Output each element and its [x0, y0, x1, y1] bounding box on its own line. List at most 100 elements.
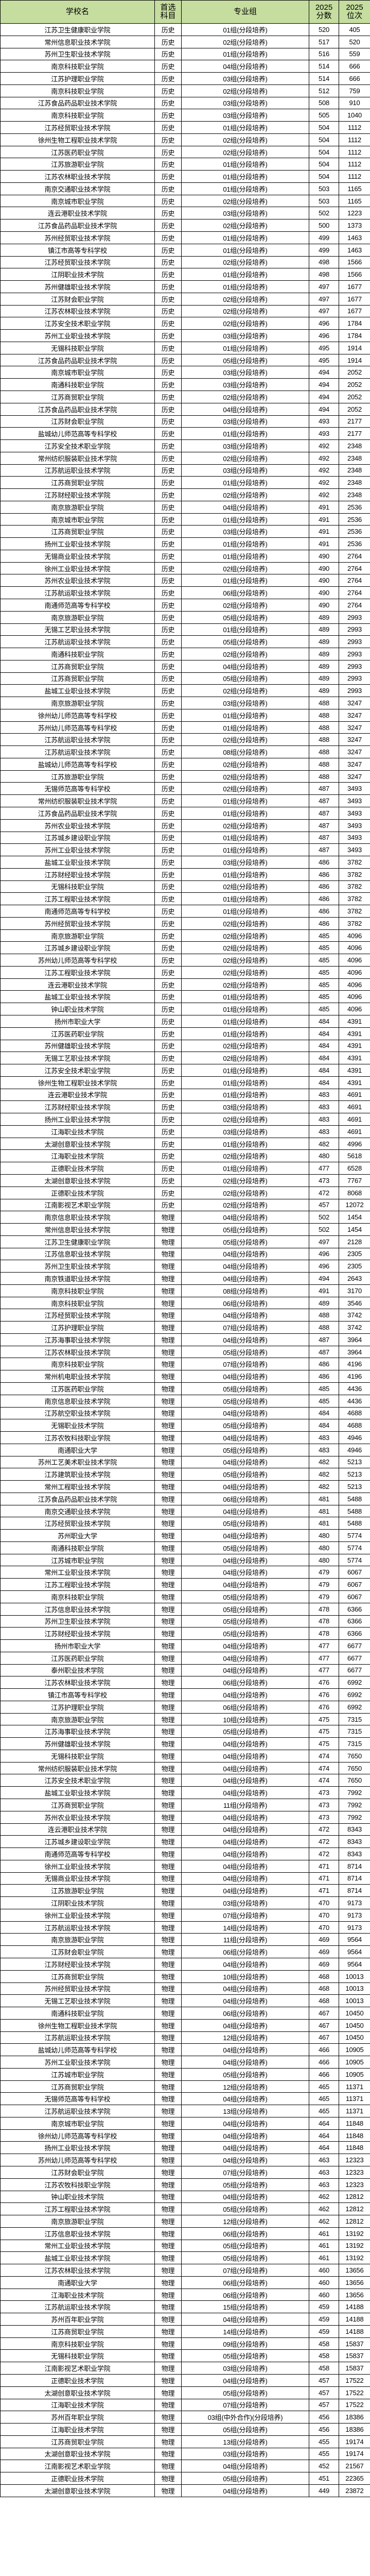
- score-2025: 468: [309, 1970, 339, 1983]
- major-group: 07组(分段培养): [181, 2165, 309, 2179]
- major-group: 01组(分段培养): [181, 794, 309, 807]
- subject-name: 历史: [154, 757, 182, 771]
- school-name: 江苏安全技术职业学院: [0, 1774, 155, 1787]
- rank-2025: 2052: [339, 366, 370, 379]
- major-group: 02组(分段培养): [181, 684, 309, 698]
- table-row: 江苏商贸职业学院 历史 05组(分段培养) 489 2993: [0, 672, 370, 685]
- score-2025: 483: [309, 1431, 339, 1444]
- rank-2025: 7315: [339, 1725, 370, 1738]
- table-row: 江苏安全技术职业学院 历史 03组(分段培养) 492 2348: [0, 439, 370, 452]
- school-name: 镇江市高等专科学校: [0, 243, 155, 257]
- school-name: 苏州卫生职业技术学院: [0, 47, 155, 61]
- school-name: 江海职业技术学院: [0, 2288, 155, 2301]
- school-name: 南通科技职业学院: [0, 2007, 155, 2020]
- subject-name: 物理: [154, 1590, 182, 1603]
- school-name: 江苏农林职业技术学院: [0, 304, 155, 318]
- school-name: 徐州生物工程职业技术学院: [0, 2019, 155, 2032]
- table-row: 江苏食品药品职业技术学院 历史 01组(分段培养) 487 3493: [0, 807, 370, 820]
- subject-name: 物理: [154, 1431, 182, 1444]
- school-name: 苏州健雄职业技术学院: [0, 1737, 155, 1750]
- score-2025: 477: [309, 1664, 339, 1677]
- subject-name: 物理: [154, 1211, 182, 1224]
- school-name: 江苏护理职业学院: [0, 72, 155, 85]
- major-group: 05组(分段培养): [181, 353, 309, 367]
- school-name: 正德职业技术学院: [0, 2472, 155, 2485]
- school-name: 江苏旅游职业学院: [0, 1884, 155, 1897]
- major-group: 05组(分段培养): [181, 1590, 309, 1603]
- score-2025: 495: [309, 353, 339, 367]
- table-row: 江苏财会职业学院 物理 07组(分段培养) 463 12323: [0, 2165, 370, 2179]
- subject-name: 历史: [154, 537, 182, 550]
- table-row: 徐州工业职业技术学院 物理 07组(分段培养) 470 9173: [0, 1908, 370, 1922]
- rank-2025: 1677: [339, 280, 370, 293]
- score-2025: 468: [309, 1982, 339, 1995]
- subject-name: 历史: [154, 917, 182, 930]
- major-group: 05组(分段培养): [181, 2386, 309, 2399]
- table-row: 江苏航运职业技术学院 历史 06组(分段培养) 490 2764: [0, 586, 370, 599]
- score-2025: 462: [309, 2190, 339, 2204]
- rank-2025: 7767: [339, 1174, 370, 1187]
- school-name: 徐州工业职业技术学院: [0, 1908, 155, 1922]
- score-2025: 462: [309, 2215, 339, 2228]
- table-row: 徐州工业职业技术学院 物理 04组(分段培养) 471 8714: [0, 1859, 370, 1873]
- school-name: 江苏护理职业学院: [0, 1700, 155, 1714]
- table-row: 江南影视艺术职业学院 物理 04组(分段培养) 452 21567: [0, 2460, 370, 2473]
- subject-name: 历史: [154, 648, 182, 660]
- school-name: 江阴职业技术学院: [0, 268, 155, 281]
- school-name: 苏州工业职业技术学院: [0, 329, 155, 342]
- score-2025: 487: [309, 831, 339, 844]
- rank-2025: 1112: [339, 170, 370, 183]
- school-name: 江苏航运职业技术学院: [0, 2031, 155, 2044]
- score-2025: 478: [309, 1602, 339, 1616]
- major-group: 05组(分段培养): [181, 1394, 309, 1408]
- school-name: 无锡科技职业学院: [0, 2349, 155, 2363]
- table-row: 江苏卫生健康职业学院 历史 01组(分段培养) 520 405: [0, 23, 370, 36]
- score-2025: 486: [309, 905, 339, 918]
- school-name: 江苏工程职业技术学院: [0, 1578, 155, 1591]
- major-group: 02组(分段培养): [181, 929, 309, 942]
- subject-name: 历史: [154, 721, 182, 734]
- table-row: 江苏商贸职业学院 历史 01组(分段培养) 492 2348: [0, 476, 370, 489]
- school-name: 南京科技职业学院: [0, 60, 155, 73]
- subject-name: 物理: [154, 1235, 182, 1248]
- rank-2025: 18386: [339, 2423, 370, 2436]
- score-2025: 458: [309, 2349, 339, 2363]
- subject-name: 历史: [154, 464, 182, 477]
- rank-2025: 4196: [339, 1358, 370, 1371]
- major-group: 10组(分段培养): [181, 1713, 309, 1726]
- rank-2025: 1112: [339, 145, 370, 159]
- table-row: 徐州生物工程职业技术学院 物理 04组(分段培养) 467 10450: [0, 2019, 370, 2032]
- rank-2025: 3247: [339, 697, 370, 709]
- school-name: 江苏医药职业学院: [0, 1382, 155, 1395]
- score-2025: 484: [309, 1027, 339, 1040]
- table-row: 江苏城乡建设职业学院 物理 04组(分段培养) 472 8343: [0, 1835, 370, 1849]
- major-group: 03组(分段培养): [181, 378, 309, 391]
- score-2025: 504: [309, 145, 339, 159]
- subject-name: 物理: [154, 2386, 182, 2399]
- school-name: 江苏农林职业技术学院: [0, 2264, 155, 2277]
- subject-name: 历史: [154, 415, 182, 428]
- subject-name: 历史: [154, 892, 182, 906]
- school-name: 南京旅游职业学院: [0, 697, 155, 709]
- school-name: 无锡职业技术学院: [0, 1419, 155, 1432]
- score-2025: 477: [309, 1651, 339, 1665]
- rank-2025: 1463: [339, 243, 370, 257]
- table-row: 徐州幼儿师范高等专科学校 物理 04组(分段培养) 464 11848: [0, 2129, 370, 2142]
- school-name: 江苏城乡建设职业学院: [0, 831, 155, 844]
- table-row: 无锡工艺职业技术学院 历史 02组(分段培养) 484 4391: [0, 1052, 370, 1065]
- table-body: 江苏卫生健康职业学院 历史 01组(分段培养) 520 405 常州信息职业技术学院 历史 0…: [0, 23, 370, 2497]
- school-name: 正德职业技术学院: [0, 1186, 155, 1199]
- table-row: 江苏卫生健康职业学院 物理 05组(分段培养) 497 2128: [0, 1235, 370, 1248]
- score-2025: 492: [309, 464, 339, 477]
- rank-2025: 14188: [339, 2325, 370, 2338]
- subject-name: 物理: [154, 2043, 182, 2057]
- rank-2025: 2764: [339, 586, 370, 599]
- school-name: 江苏城乡建设职业学院: [0, 941, 155, 955]
- subject-name: 物理: [154, 1749, 182, 1762]
- rank-2025: 2536: [339, 537, 370, 550]
- subject-name: 物理: [154, 1247, 182, 1261]
- subject-name: 物理: [154, 2276, 182, 2289]
- score-2025: 502: [309, 1223, 339, 1236]
- major-group: 04组(分段培养): [181, 2141, 309, 2155]
- rank-2025: 6992: [339, 1688, 370, 1701]
